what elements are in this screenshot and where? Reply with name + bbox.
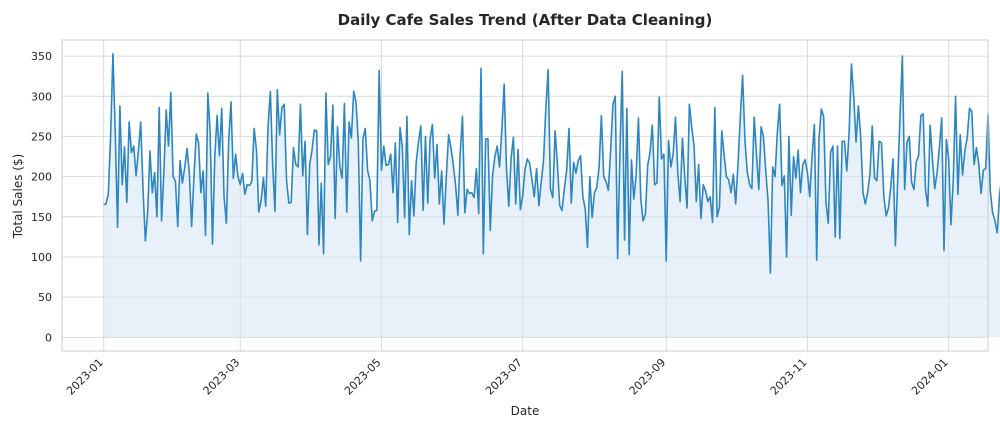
- chart-title: Daily Cafe Sales Trend (After Data Clean…: [338, 11, 713, 29]
- y-tick-label: 350: [31, 50, 52, 63]
- series-line-layer: [103, 52, 1000, 274]
- x-axis-label: Date: [511, 404, 540, 418]
- x-tick-label: 2023-03: [201, 356, 243, 398]
- x-tick-labels: 2023-01 2023-03 2023-05 2023-07 2023-09 2023-…: [64, 356, 951, 398]
- x-tick-label: 2023-05: [342, 356, 384, 398]
- plot-frame: [61, 39, 989, 352]
- y-tick-label: 300: [31, 90, 52, 103]
- y-tick-label: 100: [31, 251, 52, 264]
- y-axis-label: Total Sales ($): [11, 154, 25, 240]
- x-tick-label: 2024-01: [909, 356, 951, 398]
- x-tick-label: 2023-11: [768, 356, 810, 398]
- y-tick-label: 150: [31, 211, 52, 224]
- x-tick-label: 2023-07: [483, 356, 525, 398]
- series-line: [103, 52, 1000, 274]
- y-tick-label: 250: [31, 130, 52, 143]
- x-tick-label: 2023-09: [627, 356, 669, 398]
- y-tick-labels: 0 50 100 150 200 250 300 350: [31, 50, 52, 344]
- x-tick-label: 2023-01: [64, 356, 106, 398]
- y-tick-label: 200: [31, 171, 52, 184]
- y-tick-label: 0: [45, 331, 52, 344]
- y-tick-label: 50: [38, 291, 52, 304]
